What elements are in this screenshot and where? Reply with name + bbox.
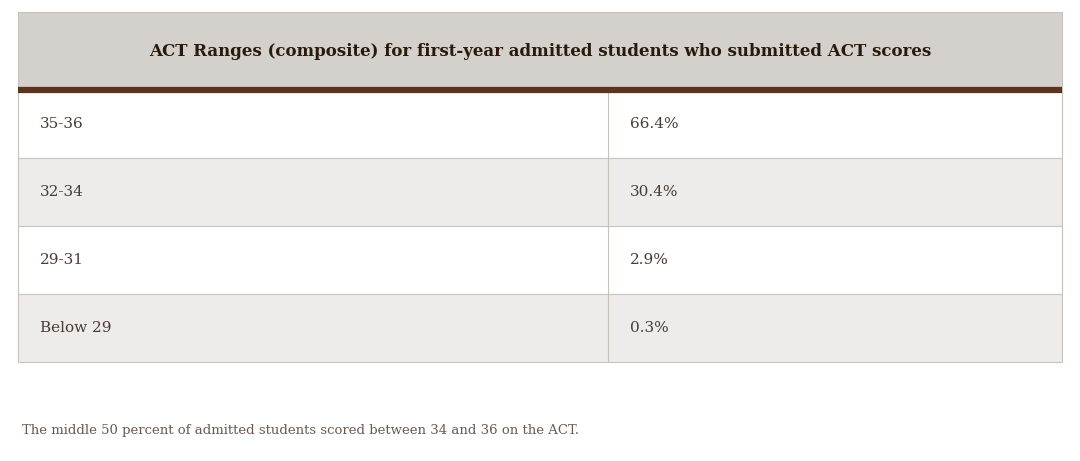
Text: Below 29: Below 29 <box>40 321 111 335</box>
Bar <box>18 90 608 158</box>
Bar <box>608 158 1062 226</box>
Text: 2.9%: 2.9% <box>630 253 669 267</box>
Bar <box>18 12 1062 90</box>
Bar <box>608 226 1062 294</box>
Bar <box>18 294 608 362</box>
Bar <box>608 294 1062 362</box>
Text: 35-36: 35-36 <box>40 117 84 131</box>
Text: 32-34: 32-34 <box>40 185 84 199</box>
Text: The middle 50 percent of admitted students scored between 34 and 36 on the ACT.: The middle 50 percent of admitted studen… <box>22 424 579 437</box>
Text: 66.4%: 66.4% <box>630 117 678 131</box>
Bar <box>18 158 608 226</box>
Bar <box>608 90 1062 158</box>
Bar <box>18 226 608 294</box>
Text: 0.3%: 0.3% <box>630 321 669 335</box>
Text: ACT Ranges (composite) for first-year admitted students who submitted ACT scores: ACT Ranges (composite) for first-year ad… <box>149 42 931 59</box>
Text: 29-31: 29-31 <box>40 253 84 267</box>
Text: 30.4%: 30.4% <box>630 185 678 199</box>
